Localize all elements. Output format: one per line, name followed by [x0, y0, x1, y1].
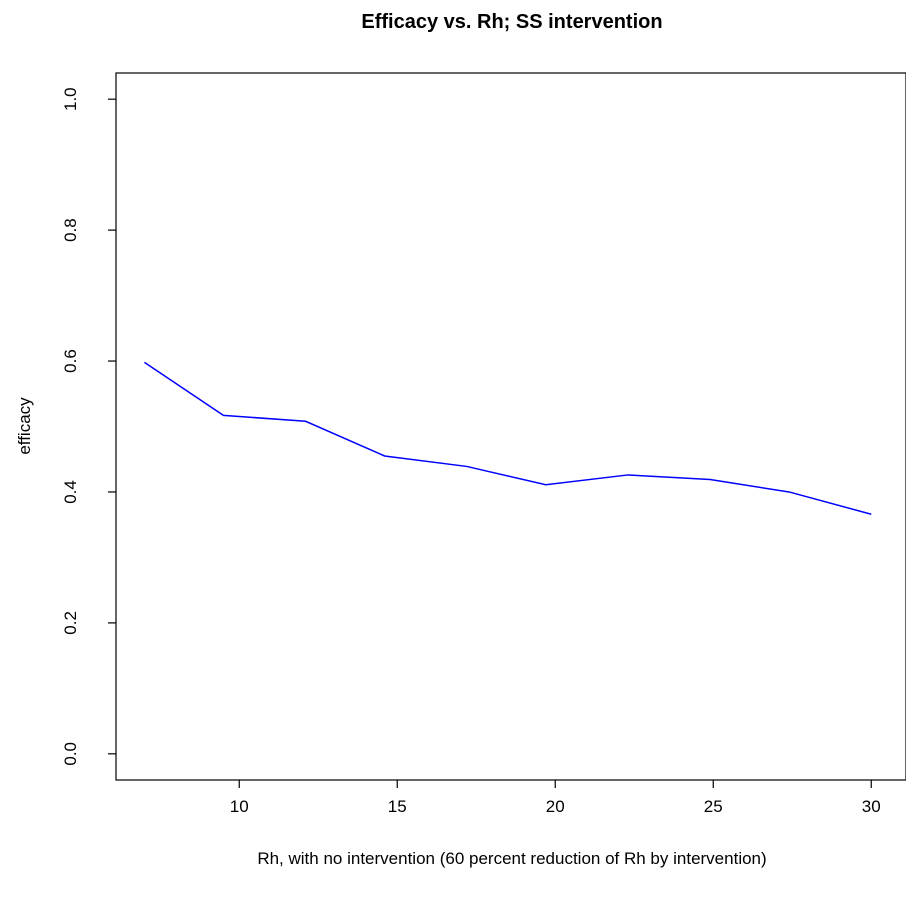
y-tick-label: 0.2 [61, 611, 80, 635]
y-axis: 0.0 0.2 0.4 0.6 0.8 1.0 [61, 87, 116, 766]
x-tick-label: 20 [546, 797, 565, 816]
x-axis-label: Rh, with no intervention (60 percent red… [257, 849, 766, 868]
x-tick-label: 15 [388, 797, 407, 816]
y-axis-label: efficacy [15, 397, 34, 455]
y-tick-label: 0.0 [61, 742, 80, 766]
y-tick-label: 0.8 [61, 218, 80, 242]
series-layer [144, 361, 872, 515]
y-tick-label: 1.0 [61, 87, 80, 111]
chart-title: Efficacy vs. Rh; SS intervention [361, 11, 662, 33]
x-tick-label: 25 [704, 797, 723, 816]
x-tick-label: 30 [862, 797, 881, 816]
x-tick-label: 10 [230, 797, 249, 816]
y-tick-label: 0.4 [61, 480, 80, 504]
y-tick-label: 0.6 [61, 349, 80, 373]
efficacy-series-line [144, 361, 872, 515]
plot-frame [115, 72, 906, 781]
x-axis: 10 15 20 25 30 [230, 780, 881, 816]
